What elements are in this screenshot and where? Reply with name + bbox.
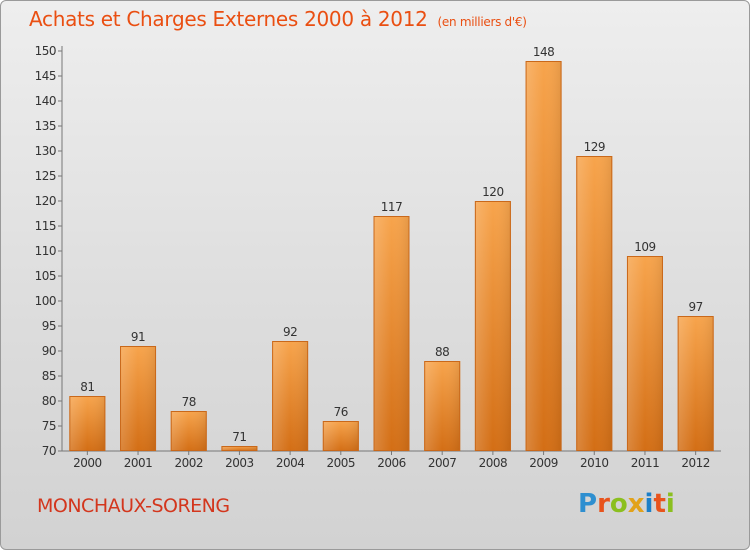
data-label: 92 xyxy=(283,325,297,339)
brand-letter: i xyxy=(665,489,675,519)
y-tick-label: 120 xyxy=(35,194,56,208)
x-tick-label: 2008 xyxy=(479,456,508,470)
y-tick-label: 105 xyxy=(35,269,56,283)
x-tick-label: 2004 xyxy=(276,456,305,470)
y-tick-label: 80 xyxy=(42,394,56,408)
y-tick-label: 115 xyxy=(35,219,56,233)
x-tick-label: 2002 xyxy=(174,456,203,470)
data-label: 129 xyxy=(584,140,605,154)
x-tick-label: 2009 xyxy=(529,456,558,470)
x-tick-label: 2005 xyxy=(327,456,356,470)
x-tick-label: 2000 xyxy=(73,456,102,470)
y-tick-label: 150 xyxy=(35,44,56,58)
bar-outline xyxy=(69,396,106,451)
bar-outline xyxy=(322,421,359,451)
y-tick-label: 90 xyxy=(42,344,56,358)
chart-title: Achats et Charges Externes 2000 à 2012 (e… xyxy=(29,7,527,31)
bar-shade xyxy=(120,346,157,451)
bar-shade xyxy=(221,446,258,451)
data-label: 148 xyxy=(533,45,554,59)
brand-letter: i xyxy=(644,489,654,519)
x-tick-label: 2010 xyxy=(580,456,609,470)
bar-shade xyxy=(322,421,359,451)
chart-unit: (en milliers d'€) xyxy=(437,15,527,29)
commune-name: MONCHAUX-SORENG xyxy=(37,495,230,517)
y-tick-label: 75 xyxy=(42,419,56,433)
bar-shade xyxy=(677,316,714,451)
data-label: 120 xyxy=(482,185,503,199)
bar-shade xyxy=(69,396,106,451)
bar-outline xyxy=(677,316,714,451)
y-tick-label: 140 xyxy=(35,94,56,108)
brand-letter: o xyxy=(609,489,628,519)
x-tick-label: 2006 xyxy=(377,456,406,470)
bar-shade xyxy=(272,341,309,451)
bar-shade xyxy=(576,156,613,451)
brand-letter: r xyxy=(597,489,610,519)
bar-outline xyxy=(373,216,410,451)
bar-outline xyxy=(221,446,258,451)
data-label: 81 xyxy=(80,380,94,394)
x-tick-label: 2001 xyxy=(124,456,153,470)
brand-letter: P xyxy=(578,489,598,519)
bar-outline xyxy=(424,361,461,451)
y-tick-label: 125 xyxy=(35,169,56,183)
data-label: 97 xyxy=(689,300,703,314)
bar-outline xyxy=(272,341,309,451)
x-tick-label: 2007 xyxy=(428,456,457,470)
x-tick-label: 2012 xyxy=(681,456,710,470)
y-tick-label: 70 xyxy=(42,444,56,458)
y-tick-label: 85 xyxy=(42,369,56,383)
brand-letter: t xyxy=(653,489,666,519)
chart-title-text: Achats et Charges Externes 2000 à 2012 xyxy=(29,7,428,31)
data-label: 117 xyxy=(381,200,402,214)
bar-outline xyxy=(626,256,663,451)
y-tick-label: 145 xyxy=(35,69,56,83)
x-tick-label: 2003 xyxy=(225,456,254,470)
axes: 70 75 80 85 90 95 100 105 110 115 120 125 130 135 140 1… xyxy=(35,44,721,470)
bar-shade xyxy=(424,361,461,451)
data-label: 88 xyxy=(435,345,449,359)
y-tick-label: 110 xyxy=(35,244,56,258)
bar-outline xyxy=(525,61,562,451)
bar-outline xyxy=(170,411,207,451)
bar-shade xyxy=(373,216,410,451)
x-tick-label: 2011 xyxy=(631,456,660,470)
bar-shade xyxy=(170,411,207,451)
data-label: 91 xyxy=(131,330,145,344)
data-label: 109 xyxy=(634,240,655,254)
bar-shade xyxy=(474,201,511,451)
bars xyxy=(69,61,714,451)
bar-outline xyxy=(474,201,511,451)
y-tick-label: 95 xyxy=(42,319,56,333)
bar-shade xyxy=(525,61,562,451)
data-label: 78 xyxy=(182,395,196,409)
bar-outline xyxy=(120,346,157,451)
y-tick-label: 100 xyxy=(35,294,56,308)
brand-letter: x xyxy=(627,489,645,519)
y-tick-label: 130 xyxy=(35,144,56,158)
bar-outline xyxy=(576,156,613,451)
bar-shade xyxy=(626,256,663,451)
data-label: 76 xyxy=(334,405,348,419)
proxiti-logo: Proxiti xyxy=(578,489,675,519)
y-tick-label: 135 xyxy=(35,119,56,133)
data-label: 71 xyxy=(232,430,246,444)
value-labels: 81 91 78 71 92 76 117 88 120 148 129 109 97 xyxy=(80,45,703,444)
